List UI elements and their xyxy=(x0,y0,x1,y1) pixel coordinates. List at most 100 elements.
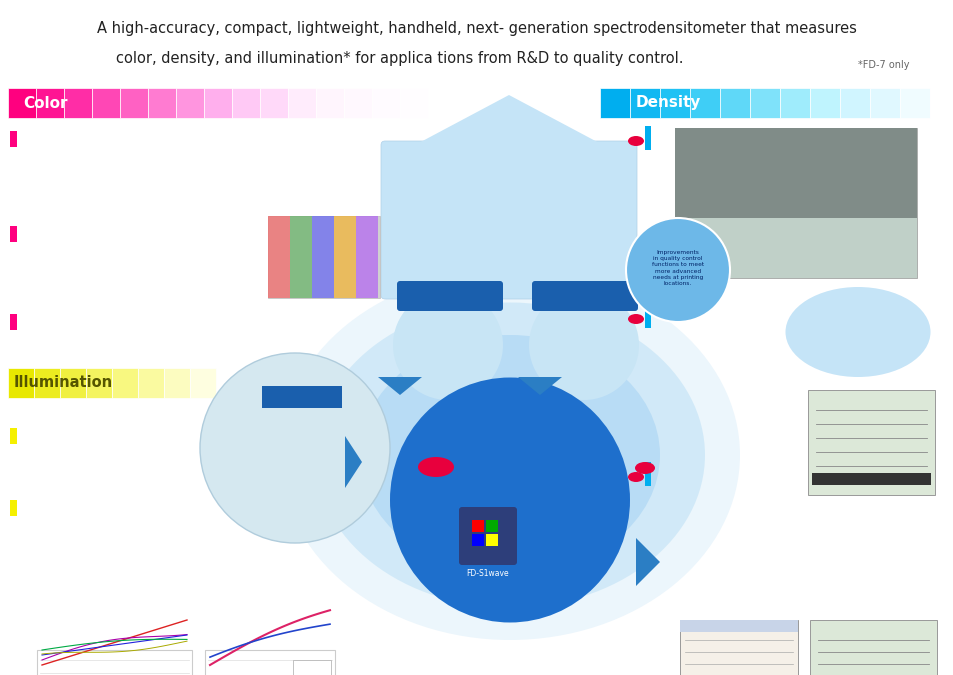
Ellipse shape xyxy=(280,270,740,640)
Bar xyxy=(899,88,929,118)
Bar xyxy=(659,88,689,118)
Bar xyxy=(148,88,175,118)
Bar xyxy=(112,368,138,398)
Bar xyxy=(8,368,34,398)
Text: Color: Color xyxy=(24,95,69,111)
Bar xyxy=(840,88,869,118)
Text: *FD-7 only: *FD-7 only xyxy=(857,60,908,70)
Ellipse shape xyxy=(359,335,659,575)
Bar xyxy=(749,88,780,118)
Bar xyxy=(260,88,288,118)
Bar xyxy=(34,368,60,398)
Polygon shape xyxy=(415,95,602,145)
Bar xyxy=(91,88,120,118)
FancyBboxPatch shape xyxy=(458,507,517,565)
Bar xyxy=(10,500,17,516)
Bar xyxy=(204,88,232,118)
Text: Illumination: Illumination xyxy=(13,375,112,391)
Bar xyxy=(268,216,379,298)
Text: color, density, and illumination* for applica tions from R&D to quality control.: color, density, and illumination* for ap… xyxy=(116,51,683,65)
Bar xyxy=(86,368,112,398)
Bar xyxy=(644,304,650,328)
Bar xyxy=(10,314,17,330)
Bar xyxy=(64,88,91,118)
Bar xyxy=(780,88,809,118)
FancyBboxPatch shape xyxy=(380,141,637,299)
Bar xyxy=(232,88,260,118)
Bar xyxy=(372,88,399,118)
Bar xyxy=(268,216,290,298)
Circle shape xyxy=(393,290,502,400)
Bar xyxy=(10,226,17,242)
Bar xyxy=(164,368,190,398)
FancyBboxPatch shape xyxy=(532,281,638,311)
Bar xyxy=(60,368,86,398)
Bar xyxy=(138,368,164,398)
Polygon shape xyxy=(517,377,561,395)
Bar xyxy=(679,620,797,632)
Ellipse shape xyxy=(390,377,629,622)
Bar xyxy=(10,500,17,516)
Bar xyxy=(689,88,720,118)
Bar xyxy=(869,88,899,118)
Text: Density: Density xyxy=(635,95,700,111)
Bar xyxy=(644,462,650,486)
Bar xyxy=(120,88,148,118)
Polygon shape xyxy=(377,377,421,395)
Bar xyxy=(599,88,629,118)
Bar xyxy=(675,218,916,278)
Bar xyxy=(485,534,497,546)
Bar xyxy=(679,620,797,675)
Bar xyxy=(428,88,456,118)
Bar xyxy=(675,128,916,218)
Bar xyxy=(675,128,916,278)
Ellipse shape xyxy=(784,287,929,377)
Ellipse shape xyxy=(635,462,655,474)
Bar xyxy=(10,500,17,516)
Bar xyxy=(811,473,930,485)
Bar xyxy=(334,216,355,298)
FancyBboxPatch shape xyxy=(396,281,502,311)
Bar xyxy=(37,650,192,675)
Bar xyxy=(315,88,344,118)
Ellipse shape xyxy=(627,136,643,146)
Bar xyxy=(190,368,215,398)
Circle shape xyxy=(200,353,390,543)
Ellipse shape xyxy=(627,472,643,482)
Polygon shape xyxy=(345,436,361,488)
Bar xyxy=(312,216,334,298)
Bar xyxy=(290,216,312,298)
Bar xyxy=(485,520,497,532)
Bar xyxy=(720,88,749,118)
Bar xyxy=(929,88,953,118)
Text: FD-S1wave: FD-S1wave xyxy=(466,570,509,578)
Bar xyxy=(644,126,650,150)
Bar xyxy=(205,650,335,675)
Polygon shape xyxy=(636,538,659,586)
Bar xyxy=(10,428,17,444)
Bar xyxy=(10,428,17,444)
Bar xyxy=(344,88,372,118)
Bar xyxy=(288,88,315,118)
Bar xyxy=(472,534,483,546)
Circle shape xyxy=(529,290,639,400)
Bar xyxy=(809,88,840,118)
Bar xyxy=(472,520,483,532)
Bar xyxy=(175,88,204,118)
Bar xyxy=(807,390,934,495)
Ellipse shape xyxy=(314,302,704,608)
Circle shape xyxy=(625,218,729,322)
Bar xyxy=(8,88,36,118)
Bar xyxy=(36,88,64,118)
Ellipse shape xyxy=(627,314,643,324)
Ellipse shape xyxy=(417,457,454,477)
Bar xyxy=(629,88,659,118)
Text: A high-accuracy, compact, lightweight, handheld, next- generation spectrodensito: A high-accuracy, compact, lightweight, h… xyxy=(97,20,856,36)
Bar xyxy=(355,216,377,298)
Bar xyxy=(293,660,331,675)
Bar xyxy=(809,620,936,675)
Bar xyxy=(10,131,17,147)
Text: Improvements
in quality control
functions to meet
more advanced
needs at printin: Improvements in quality control function… xyxy=(651,250,703,286)
Bar xyxy=(262,386,341,408)
Bar xyxy=(399,88,428,118)
